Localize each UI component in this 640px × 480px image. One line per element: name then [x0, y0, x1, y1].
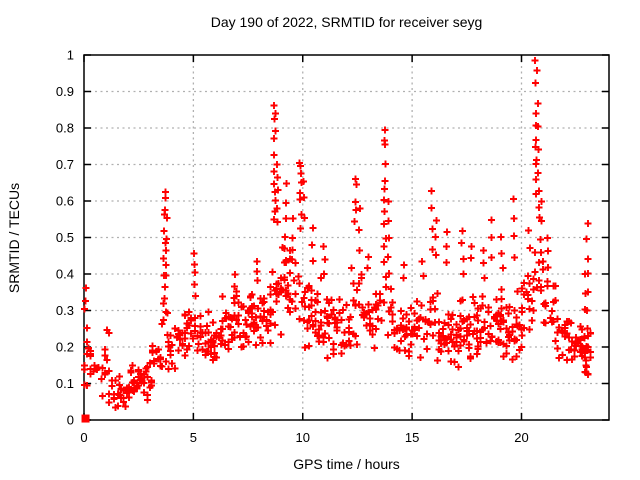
y-tick-label: 0.2: [56, 340, 74, 355]
grid-lines: [84, 55, 609, 420]
x-tick-label: 10: [296, 430, 310, 445]
y-tick-label: 0.5: [56, 230, 74, 245]
y-tick-label: 1: [67, 48, 74, 63]
y-tick-label: 0.3: [56, 303, 74, 318]
x-tick-label: 5: [190, 430, 197, 445]
y-tick-label: 0.9: [56, 84, 74, 99]
y-tick-label: 0: [67, 413, 74, 428]
x-tick-label: 15: [405, 430, 419, 445]
origin-square-marker: [81, 414, 90, 423]
y-tick-label: 0.4: [56, 267, 74, 282]
chart-title: Day 190 of 2022, SRMTID for receiver sey…: [210, 14, 483, 30]
x-axis-title: GPS time / hours: [293, 456, 400, 472]
y-axis-title: SRMTID / TECUs: [6, 182, 22, 294]
y-tick-label: 0.8: [56, 121, 74, 136]
x-tick-label: 0: [80, 430, 87, 445]
y-tick-label: 0.6: [56, 194, 74, 209]
y-tick-label: 0.1: [56, 376, 74, 391]
y-tick-label: 0.7: [56, 157, 74, 172]
scatter-points: [81, 57, 594, 411]
x-tick-label: 20: [514, 430, 528, 445]
